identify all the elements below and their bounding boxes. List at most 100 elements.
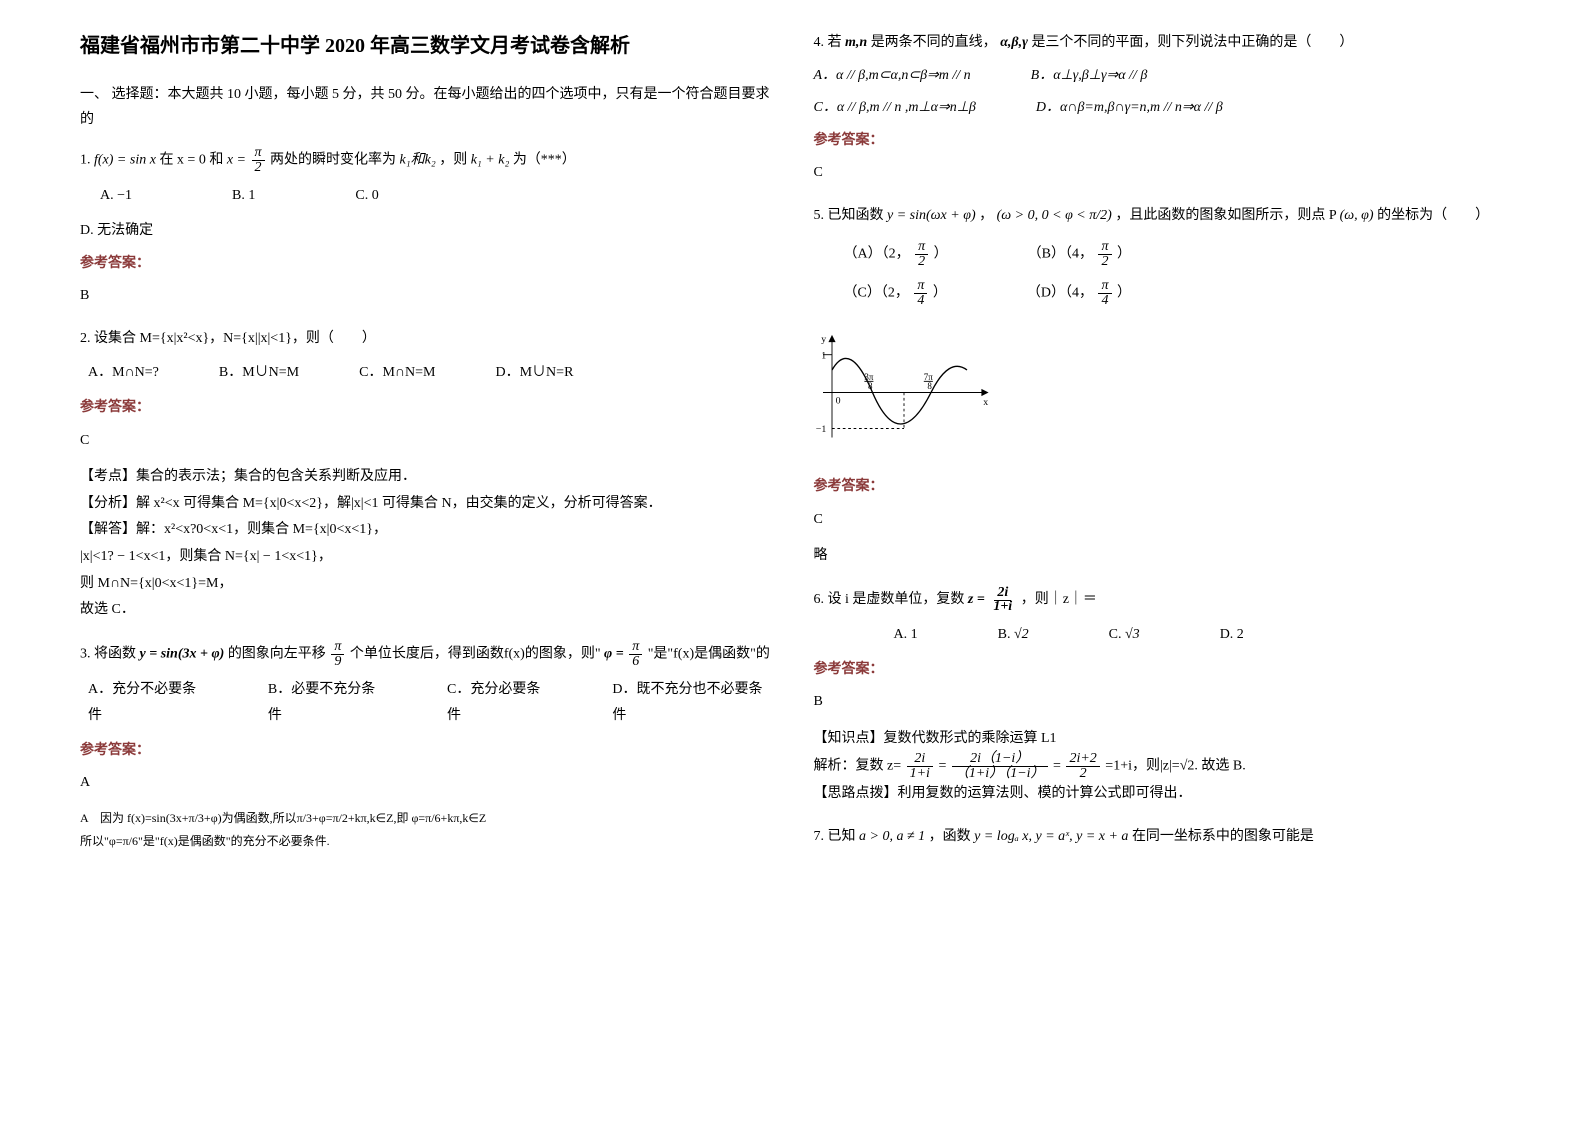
q6e-f3d: 2 [1066,767,1099,781]
q1-frac-den: 2 [252,161,265,175]
q3-optA: A．充分不必要条件 [88,677,208,730]
section-1-header: 一、 选择题：本大题共 10 小题，每小题 5 分，共 50 分。在每小题给出的… [80,82,774,132]
q6-optB-wrap: B. √2 [998,622,1029,649]
q6-optB: B. [998,627,1014,642]
graph-tick1d: 8 [868,380,873,390]
q3-optC: C．充分必要条件 [447,677,552,730]
question-3: 3. 将函数 y = sin(3x + φ) 的图象向左平移 π 9 个单位长度… [80,640,774,853]
q1-stem-a: 1. [80,153,94,168]
q3-frac1: π 9 [331,640,344,669]
q5-optC-wrap: （C）（2， π4 ） [844,279,947,308]
q1-optB: B. 1 [232,183,255,210]
q1-answer: B [80,283,774,310]
q2-answer-label: 参考答案： [80,395,774,422]
q1-k1k2: k₁和k₂ [400,153,436,168]
q5a-num: π [915,240,928,255]
q5-optC: （C）（2， [844,285,909,300]
q3-frac1-den: 9 [331,655,344,669]
q3-frac2: π 6 [629,640,642,669]
q6-explain: 【知识点】复数代数形式的乘除运算 L1 解析：复数 z= 2i1+i = 2i（… [814,726,1508,808]
q5-stem-d: 的坐标为（ ） [1377,208,1489,223]
q1-xeq: x = [227,153,250,168]
q5-row2: （C）（2， π4 ） （D）（4， π4 ） [844,279,1508,308]
question-4: 4. 若 m,n 是两条不同的直线， α,β,γ 是三个不同的平面，则下列说法中… [814,30,1508,187]
q6-frac: 2i 1+i [990,586,1015,614]
q2-answer: C [80,428,774,455]
q5-row1: （A）（2， π2 ） （B）（4， π2 ） [844,240,1508,269]
q1-fx: f(x) = sin x [94,153,156,168]
q3-stem-a: 3. 将函数 [80,646,140,661]
q6-stem-b: ，则｜z｜＝ [1021,592,1097,607]
q5d-den: 4 [1098,294,1111,308]
q2-exp1: 【考点】集合的表示法；集合的包含关系判断及应用． [80,464,774,491]
q5a-den: 2 [915,255,928,269]
q1-optA: A. −1 [100,183,132,210]
q7-cond: a > 0, a ≠ 1 [859,829,925,844]
q5-optB-wrap: （B）（4， π2 ） [1028,240,1131,269]
question-2: 2. 设集合 M={x|x²<x}，N={x||x|<1}，则（ ） A．M∩N… [80,326,774,624]
q6-exp2b: = [938,759,946,774]
graph-ylabel: y [821,334,826,345]
q5-cond: (ω > 0, 0 < φ < π/2) [997,208,1112,223]
q3-frac2-den: 6 [629,655,642,669]
question-1: 1. f(x) = sin x 在 x = 0 和 x = π 2 两处的瞬时变… [80,146,774,309]
q5b-num: π [1098,240,1111,255]
q5-answer: C [814,507,1508,534]
question-6: 6. 设 i 是虚数单位，复数 z = 2i 1+i ，则｜z｜＝ A. 1 B… [814,586,1508,808]
q1-optD: D. 无法确定 [80,218,774,245]
graph-tick2d: 8 [927,380,932,390]
q6-zeq: z = [968,592,988,607]
page-title: 福建省福州市市第二十中学 2020 年高三数学文月考试卷含解析 [80,30,774,62]
left-column: 福建省福州市市第二十中学 2020 年高三数学文月考试卷含解析 一、 选择题：本… [60,30,794,1092]
q3-optB: B．必要不充分条件 [268,677,387,730]
q5-stem-b: ， [979,208,993,223]
q4-optA: A．α // β,m⊂α,n⊂β⇒m // n [814,63,971,90]
q6e-f1n: 2i [907,752,933,767]
q2-stem: 2. 设集合 M={x|x²<x}，N={x||x|<1}，则（ ） [80,326,774,353]
q3-stem-b: 的图象向左平移 [228,646,330,661]
q6-sqrt3: √3 [1125,627,1140,642]
sine-graph: y x 1 0 −1 3π 8 7π 8 [814,328,994,448]
q6-exp2: 解析：复数 z= 2i1+i = 2i（1−i）（1+i）（1−i） = 2i+… [814,752,1508,781]
q5-optD-wrap: （D）（4， π4 ） [1027,279,1131,308]
q3-exp2: 所以"φ=π/6"是"f(x)是偶函数"的充分不必要条件. [80,830,774,853]
q5c-num: π [914,279,927,294]
q7-stem-b: ，函数 [929,829,971,844]
q4-mn: m,n [845,35,867,50]
q1-options: A. −1 B. 1 C. 0 [100,183,774,210]
q5-stem-a: 5. 已知函数 [814,208,884,223]
q6-stem-a: 6. 设 i 是虚数单位，复数 [814,592,968,607]
q6-exp2a: 解析：复数 z= [814,759,902,774]
q3-phi: φ = [604,646,627,661]
q2-exp3: 【解答】解：x²<x?0<x<1，则集合 M={x|0<x<1}， [80,517,774,544]
q1-frac: π 2 [252,146,265,175]
q5-optC2: ） [933,285,947,300]
q4-answer-label: 参考答案： [814,128,1508,155]
q3-fn: y = sin(3x + φ) [140,646,225,661]
q4-optD: D．α∩β=m,β∩γ=n,m // n⇒α // β [1036,95,1223,122]
q6-optA: A. 1 [894,622,918,649]
q5-fn: y = sin(ωx + φ) [887,208,976,223]
q3-exp1: A 因为 f(x)=sin(3x+π/3+φ)为偶函数,所以π/3+φ=π/2+… [80,807,774,830]
q5-optB: （B）（4， [1028,246,1093,261]
q5-optA2: ） [934,246,948,261]
q3-stem-d: "是"f(x)是偶函数"的 [648,646,770,661]
q3-optD: D．既不充分也不必要条件 [612,677,773,730]
question-7: 7. 已知 a > 0, a ≠ 1 ，函数 y = logₐ x, y = a… [814,824,1508,851]
q6-optD: D. 2 [1220,622,1244,649]
q1-mid3: ，则 [439,153,467,168]
q2-explain: 【考点】集合的表示法；集合的包含关系判断及应用． 【分析】解 x²<x 可得集合… [80,464,774,624]
q1-mid4: 为（***） [513,153,576,168]
graph-zero: 0 [835,395,840,406]
q2-options: A．M∩N=? B．M∪N=M C．M∩N=M D．M∪N=R [88,360,774,387]
q6-exp2d: =1+i，则|z|=√2. 故选 B. [1105,759,1245,774]
q2-optA: A．M∩N=? [88,360,159,387]
q6e-f1d: 1+i [907,767,933,781]
q2-exp2: 【分析】解 x²<x 可得集合 M={x|0<x<2}，解|x|<1 可得集合 … [80,491,774,518]
q6-options: A. 1 B. √2 C. √3 D. 2 [894,622,1508,649]
q5-pt: (ω, φ) [1340,208,1374,223]
q3-explain: A 因为 f(x)=sin(3x+π/3+φ)为偶函数,所以π/3+φ=π/2+… [80,807,774,853]
q6-exp2c: = [1053,759,1061,774]
q2-optB: B．M∪N=M [219,360,299,387]
graph-one: 1 [821,350,826,361]
